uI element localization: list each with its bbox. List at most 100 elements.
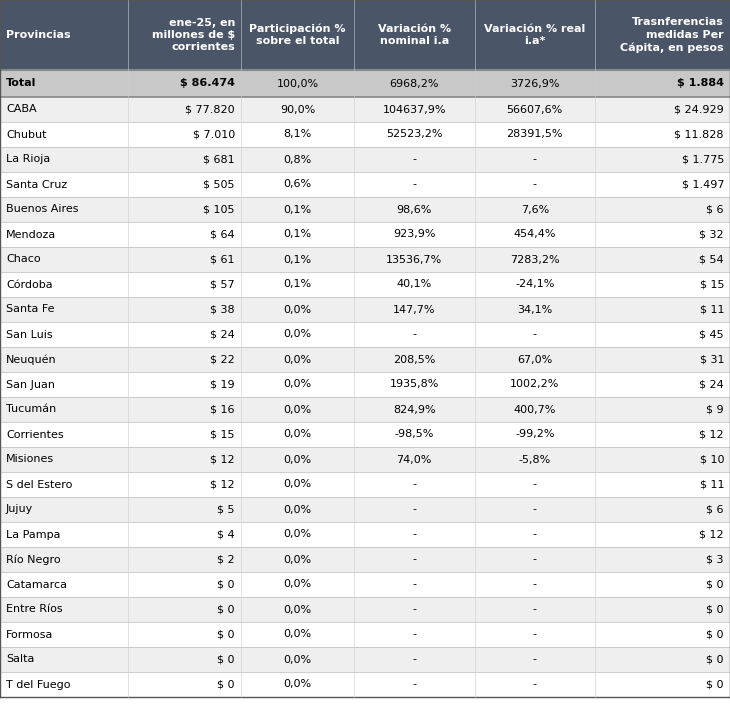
Text: 0,0%: 0,0% [283, 380, 312, 390]
Bar [474, 447, 595, 472]
Text: -: - [533, 630, 537, 639]
Bar [241, 147, 354, 172]
Bar [241, 97, 354, 122]
Bar [0, 672, 128, 697]
Bar [128, 497, 241, 522]
Text: Variación % real
i.a*: Variación % real i.a* [484, 24, 585, 46]
Bar [474, 222, 595, 247]
Bar [0, 447, 128, 472]
Bar [241, 272, 354, 297]
Bar [0, 122, 128, 147]
Text: Chubut: Chubut [6, 129, 47, 139]
Text: -: - [533, 654, 537, 664]
Text: 0,8%: 0,8% [283, 155, 312, 165]
Text: -: - [533, 329, 537, 339]
Bar [128, 70, 241, 97]
Bar [595, 547, 730, 572]
Text: 0,0%: 0,0% [283, 630, 312, 639]
Bar [128, 672, 241, 697]
Bar [595, 297, 730, 322]
Text: S del Estero: S del Estero [6, 480, 72, 490]
Text: -: - [412, 654, 416, 664]
Text: Participación %
sobre el total: Participación % sobre el total [249, 24, 346, 47]
Text: Santa Fe: Santa Fe [6, 305, 55, 314]
Bar [128, 147, 241, 172]
Text: $ 12: $ 12 [699, 529, 724, 539]
Bar [128, 222, 241, 247]
Bar [595, 0, 730, 70]
Bar [474, 297, 595, 322]
Text: $ 7.010: $ 7.010 [193, 129, 235, 139]
Bar [241, 0, 354, 70]
Text: $ 86.474: $ 86.474 [180, 78, 235, 88]
Bar [474, 197, 595, 222]
Text: $ 31: $ 31 [699, 354, 724, 365]
Bar [128, 572, 241, 597]
Text: Tucumán: Tucumán [6, 405, 56, 414]
Bar [241, 247, 354, 272]
Text: 7283,2%: 7283,2% [510, 255, 559, 265]
Bar [241, 547, 354, 572]
Bar [0, 572, 128, 597]
Bar [354, 272, 475, 297]
Bar [128, 522, 241, 547]
Text: -: - [412, 605, 416, 615]
Text: Formosa: Formosa [6, 630, 53, 639]
Text: $ 61: $ 61 [210, 255, 235, 265]
Text: 74,0%: 74,0% [396, 454, 432, 464]
Text: Córdoba: Córdoba [6, 280, 53, 290]
Text: Santa Cruz: Santa Cruz [6, 180, 67, 190]
Bar [0, 322, 128, 347]
Text: -: - [412, 630, 416, 639]
Bar [0, 547, 128, 572]
Text: $ 77.820: $ 77.820 [185, 104, 235, 114]
Bar [128, 122, 241, 147]
Text: 6968,2%: 6968,2% [390, 78, 439, 88]
Text: $ 32: $ 32 [699, 229, 724, 239]
Text: 0,0%: 0,0% [283, 580, 312, 590]
Text: $ 2: $ 2 [218, 554, 235, 564]
Bar [595, 247, 730, 272]
Text: $ 15: $ 15 [699, 280, 724, 290]
Bar [0, 70, 128, 97]
Text: $ 11: $ 11 [699, 480, 724, 490]
Bar [474, 497, 595, 522]
Bar [241, 197, 354, 222]
Text: -: - [533, 155, 537, 165]
Text: Chaco: Chaco [6, 255, 41, 265]
Text: 0,0%: 0,0% [283, 405, 312, 414]
Text: La Rioja: La Rioja [6, 155, 50, 165]
Text: Neuquén: Neuquén [6, 354, 57, 365]
Text: San Luis: San Luis [6, 329, 53, 339]
Bar [474, 572, 595, 597]
Text: -: - [412, 329, 416, 339]
Text: -: - [412, 679, 416, 690]
Text: 0,0%: 0,0% [283, 679, 312, 690]
Text: Provincias: Provincias [6, 30, 71, 40]
Text: $ 16: $ 16 [210, 405, 235, 414]
Text: $ 19: $ 19 [210, 380, 235, 390]
Text: La Pampa: La Pampa [6, 529, 61, 539]
Bar [128, 372, 241, 397]
Text: 824,9%: 824,9% [393, 405, 436, 414]
Text: $ 0: $ 0 [707, 580, 724, 590]
Bar [595, 422, 730, 447]
Text: Jujuy: Jujuy [6, 505, 34, 515]
Text: -: - [533, 480, 537, 490]
Bar [241, 322, 354, 347]
Bar [595, 622, 730, 647]
Bar [241, 622, 354, 647]
Bar [0, 597, 128, 622]
Bar [595, 147, 730, 172]
Text: T del Fuego: T del Fuego [6, 679, 71, 690]
Bar [595, 70, 730, 97]
Text: $ 11: $ 11 [699, 305, 724, 314]
Text: $ 15: $ 15 [210, 429, 235, 439]
Text: 147,7%: 147,7% [393, 305, 436, 314]
Bar [128, 297, 241, 322]
Text: 0,1%: 0,1% [283, 255, 312, 265]
Text: Entre Ríos: Entre Ríos [6, 605, 63, 615]
Bar [595, 647, 730, 672]
Text: 34,1%: 34,1% [517, 305, 553, 314]
Bar [354, 322, 475, 347]
